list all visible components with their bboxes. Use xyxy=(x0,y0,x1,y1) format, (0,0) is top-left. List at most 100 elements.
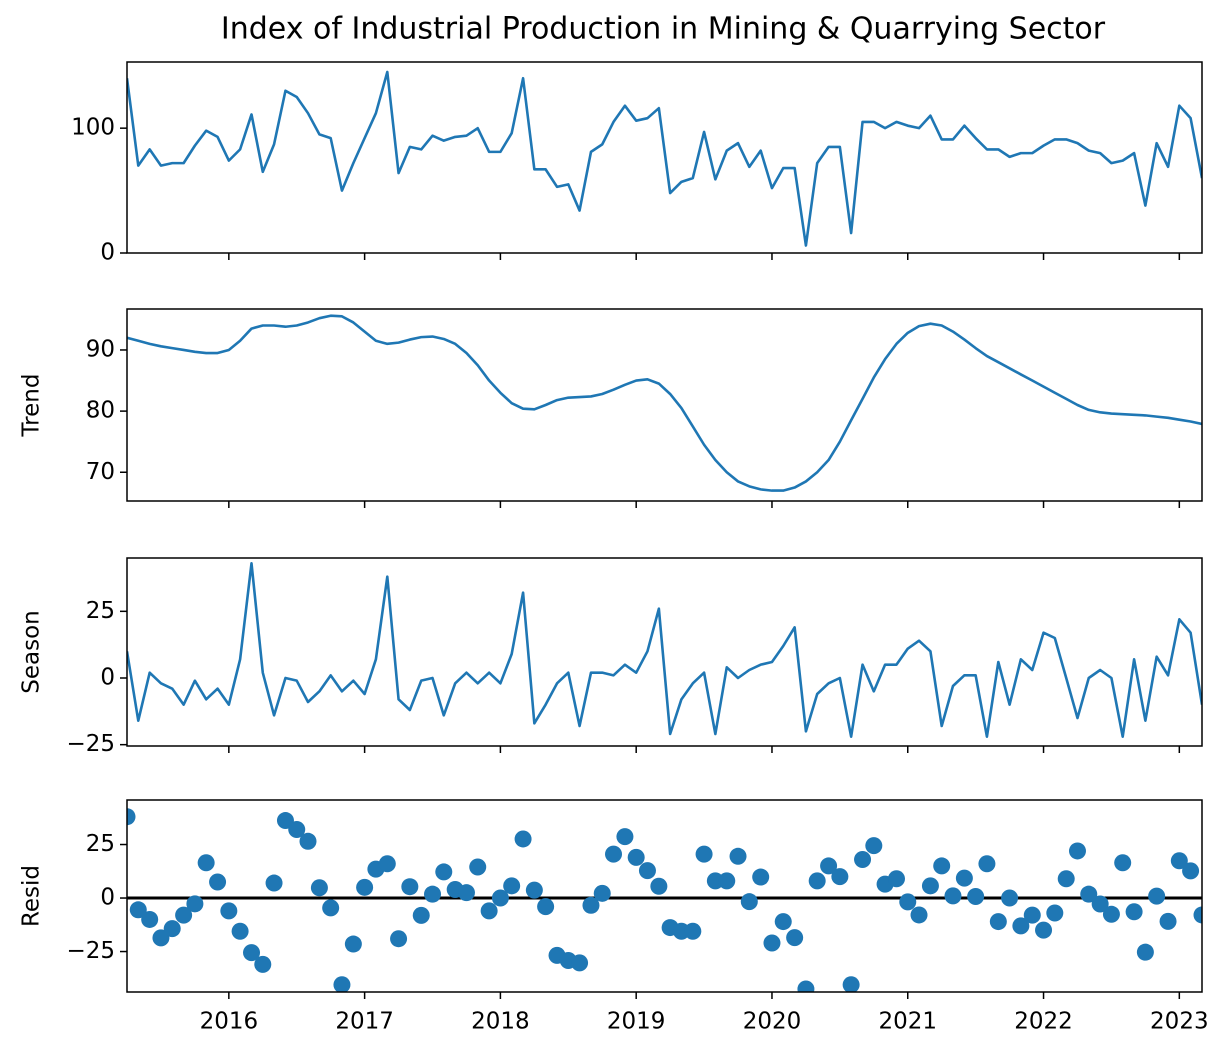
x-tick-label: 2022 xyxy=(1014,1009,1073,1035)
x-tick-label: 2020 xyxy=(743,1009,802,1035)
scatter-point xyxy=(333,976,351,992)
scatter-point xyxy=(1091,895,1109,913)
plot-area xyxy=(127,314,1202,492)
y-tick-label: 25 xyxy=(86,598,115,624)
scatter-point xyxy=(424,885,442,903)
scatter-point xyxy=(582,896,600,914)
x-tick-label: 2017 xyxy=(335,1009,394,1035)
scatter-point xyxy=(786,929,804,947)
scatter-point xyxy=(480,902,498,920)
y-tick-label: 0 xyxy=(100,665,115,691)
scatter-point xyxy=(514,830,532,848)
scatter-point xyxy=(831,868,849,886)
scatter-point xyxy=(254,955,272,973)
scatter-point xyxy=(718,872,736,890)
scatter-point xyxy=(412,906,430,924)
panel: 0 100 xyxy=(71,61,1203,266)
scatter-point xyxy=(808,872,826,890)
scatter-point xyxy=(1001,889,1019,907)
plot-area xyxy=(127,808,1202,992)
scatter-point xyxy=(537,898,555,916)
scatter-point xyxy=(378,855,396,873)
panel: −25 0 25 Season xyxy=(19,557,1203,757)
scatter-point xyxy=(390,930,408,948)
x-tick-label: 2018 xyxy=(471,1009,530,1035)
scatter-point xyxy=(638,862,656,880)
scatter-point xyxy=(684,922,702,940)
scatter-point xyxy=(763,934,781,952)
scatter-point xyxy=(310,879,328,897)
scatter-point xyxy=(1080,885,1098,903)
scatter-point xyxy=(163,920,181,938)
scatter-point xyxy=(1114,854,1132,872)
x-tick-label: 2021 xyxy=(878,1009,937,1035)
scatter-point xyxy=(752,868,770,886)
scatter-point xyxy=(322,899,340,917)
scatter-point xyxy=(1159,912,1177,930)
series-line xyxy=(127,562,1202,738)
scatter-point xyxy=(1057,870,1075,888)
scatter-point xyxy=(1148,887,1166,905)
scatter-point xyxy=(401,878,419,896)
scatter-point xyxy=(186,895,204,913)
scatter-point xyxy=(842,976,860,992)
scatter-point xyxy=(571,954,589,972)
scatter-point xyxy=(1182,862,1200,880)
scatter-point xyxy=(344,935,362,953)
scatter-point xyxy=(469,858,487,876)
scatter-point xyxy=(265,874,283,892)
scatter-point xyxy=(1023,906,1041,924)
scatter-point xyxy=(695,845,713,863)
scatter-point xyxy=(605,845,623,863)
scatter-point xyxy=(887,870,905,888)
scatter-point xyxy=(1035,921,1053,939)
x-tick-label: 2016 xyxy=(200,1009,259,1035)
scatter-point xyxy=(1068,842,1086,860)
scatter-point xyxy=(1125,903,1143,921)
y-tick-label: 80 xyxy=(86,398,115,424)
scatter-point xyxy=(989,913,1007,931)
panel: −25 0 25 2016 2017 2018 2019 2020 2021 2022 2023 Re… xyxy=(19,799,1209,1035)
plot-frame xyxy=(126,61,1203,254)
scatter-point xyxy=(175,906,193,924)
y-tick-label: 25 xyxy=(86,831,115,857)
scatter-point xyxy=(944,887,962,905)
scatter-point xyxy=(141,910,159,928)
y-tick-label: −25 xyxy=(66,938,115,964)
scatter-point xyxy=(152,929,170,947)
scatter-point xyxy=(503,877,521,895)
plot-area xyxy=(127,562,1202,738)
scatter-point xyxy=(854,851,872,869)
scatter-point xyxy=(129,901,147,919)
scatter-point xyxy=(1102,905,1120,923)
scatter-point xyxy=(356,878,374,896)
scatter-point xyxy=(820,857,838,875)
y-tick-label: −25 xyxy=(66,731,115,757)
y-axis-label: Resid xyxy=(19,865,45,927)
plot-frame xyxy=(126,557,1203,747)
y-axis-label: Trend xyxy=(19,374,45,438)
scatter-point xyxy=(933,857,951,875)
scatter-point xyxy=(774,913,792,931)
scatter-point xyxy=(865,837,883,855)
y-tick-label: 90 xyxy=(86,336,115,362)
scatter-point xyxy=(978,855,996,873)
y-tick-label: 70 xyxy=(86,459,115,485)
scatter-point xyxy=(299,832,317,850)
y-tick-label: 100 xyxy=(71,115,115,141)
series-line xyxy=(127,70,1202,247)
x-tick-label: 2019 xyxy=(607,1009,666,1035)
scatter-point xyxy=(593,884,611,902)
scatter-point xyxy=(231,922,249,940)
scatter-point xyxy=(1170,852,1188,870)
scatter-point xyxy=(955,869,973,887)
y-tick-label: 0 xyxy=(100,240,115,266)
scatter-point xyxy=(650,877,668,895)
scatter-point xyxy=(1193,906,1202,924)
scatter-point xyxy=(209,873,227,891)
scatter-point xyxy=(921,877,939,895)
scatter-point xyxy=(1136,943,1154,961)
scatter-point xyxy=(729,847,747,865)
scatter-point xyxy=(435,863,453,881)
